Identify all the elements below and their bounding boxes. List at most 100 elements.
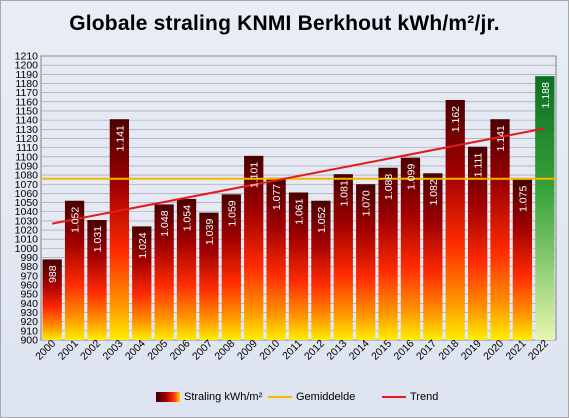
data-label-2005: 1.048 [159, 210, 171, 236]
y-tick-label: 900 [20, 335, 38, 347]
y-tick-label: 1120 [15, 133, 38, 145]
bar-2017 [423, 173, 443, 340]
x-tick-label: 2018 [436, 338, 461, 363]
y-tick-label: 950 [20, 289, 38, 301]
data-label-2006: 1.054 [182, 205, 194, 231]
data-label-2009: 1.101 [249, 162, 261, 188]
y-tick-label: 970 [20, 270, 38, 282]
reference-lines [41, 127, 556, 225]
x-tick-label: 2021 [504, 338, 529, 363]
x-axis-ticks: 2000200120022003200420052006200720082009… [33, 338, 551, 363]
y-tick-label: 1070 [15, 179, 39, 191]
bar-2007 [199, 212, 219, 340]
data-label-2016: 1.099 [405, 164, 417, 190]
y-tick-label: 1000 [15, 243, 39, 255]
bar-2006 [176, 198, 197, 340]
y-tick-label: 1140 [15, 115, 38, 127]
legend-item-average: Gemiddelde [268, 388, 355, 406]
legend-series-label: Straling kWh/m² [184, 391, 263, 403]
bar-2010 [266, 177, 286, 340]
y-tick-label: 990 [20, 252, 38, 264]
y-tick-label: 1040 [15, 206, 39, 218]
y-tick-label: 940 [20, 298, 38, 310]
data-label-2001: 1.052 [70, 207, 82, 233]
bar-2015 [378, 167, 398, 340]
x-tick-label: 2022 [526, 338, 551, 363]
y-axis-ticks: 9009109209309409509609709809901000101010… [15, 51, 39, 347]
data-labels: 988 1.052 1.031 1.141 1.024 1.048 1.054 1.039 1.… [47, 82, 552, 283]
bar-2019 [468, 146, 488, 340]
legend-swatch-average [268, 396, 292, 398]
data-label-2019: 1.111 [473, 153, 485, 178]
x-tick-label: 2016 [392, 338, 417, 363]
bar-2021 [512, 179, 533, 340]
x-tick-label: 2001 [56, 338, 81, 363]
data-label-2010: 1.077 [271, 184, 283, 210]
data-label-2020: 1.141 [495, 125, 507, 151]
x-tick-label: 2002 [78, 338, 103, 363]
x-tick-label: 2019 [459, 338, 484, 363]
bar-2009 [244, 155, 264, 340]
legend-swatch-trend [382, 396, 406, 398]
data-label-2004: 1.024 [137, 232, 149, 258]
legend-average-label: Gemiddelde [296, 391, 356, 403]
y-tick-label: 1180 [15, 78, 38, 90]
x-tick-label: 2012 [302, 338, 327, 363]
x-tick-label: 2007 [190, 338, 215, 363]
y-tick-label: 1200 [15, 60, 39, 72]
y-tick-label: 1190 [15, 69, 38, 81]
bar-2001 [64, 200, 85, 340]
y-tick-label: 980 [20, 261, 38, 273]
legend-item-series: Straling kWh/m² [156, 388, 262, 406]
y-tick-label: 1050 [15, 197, 39, 209]
x-tick-label: 2006 [168, 338, 193, 363]
data-label-2012: 1.052 [316, 207, 328, 233]
bar-2018 [445, 99, 465, 341]
data-label-2014: 1.070 [361, 190, 373, 216]
bar-2008 [221, 194, 241, 340]
bar-2013 [333, 174, 353, 340]
y-tick-label: 1100 [15, 151, 38, 163]
y-tick-label: 1160 [15, 96, 38, 108]
y-tick-label: 1130 [15, 124, 38, 136]
y-tick-label: 1150 [15, 105, 38, 117]
legend-swatch-bar [156, 392, 180, 402]
bar-2014 [356, 184, 376, 340]
bar-2000 [42, 259, 62, 340]
x-tick-label: 2015 [369, 338, 394, 363]
bar-2016 [400, 157, 421, 340]
chart-title: Globale straling KNMI Berkhout kWh/m²/jr… [69, 12, 500, 35]
data-label-2008: 1.059 [226, 200, 238, 226]
bar-2022 [535, 76, 555, 340]
data-label-2003: 1.141 [114, 125, 126, 151]
x-tick-label: 2009 [235, 338, 260, 363]
x-tick-label: 2011 [280, 338, 305, 363]
y-tick-label: 1210 [15, 51, 39, 63]
data-label-2000: 988 [47, 265, 59, 283]
data-label-2007: 1.039 [204, 219, 216, 245]
bars [42, 76, 555, 341]
data-label-2015: 1.088 [383, 174, 395, 200]
bar-2011 [288, 192, 309, 340]
y-tick-label: 910 [20, 325, 38, 337]
bar-2002 [87, 219, 107, 340]
x-tick-label: 2008 [212, 338, 237, 363]
x-tick-label: 2014 [347, 338, 372, 363]
y-tick-label: 1060 [15, 188, 39, 200]
y-tick-label: 920 [20, 316, 38, 328]
bar-2020 [490, 119, 510, 340]
y-tick-label: 1020 [15, 225, 39, 237]
bar-2005 [154, 204, 174, 340]
y-tick-label: 1090 [15, 160, 39, 172]
y-tick-label: 1110 [16, 142, 38, 154]
bar-2003 [109, 119, 129, 340]
data-label-2011: 1.061 [294, 198, 306, 224]
y-tick-label: 960 [20, 280, 38, 292]
x-tick-label: 2020 [481, 338, 506, 363]
bar-2012 [311, 200, 331, 340]
x-tick-label: 2017 [414, 338, 439, 363]
trend-line [52, 127, 545, 225]
y-tick-label: 930 [20, 307, 38, 319]
y-tick-label: 1010 [15, 234, 39, 246]
x-tick-label: 2013 [324, 338, 349, 363]
